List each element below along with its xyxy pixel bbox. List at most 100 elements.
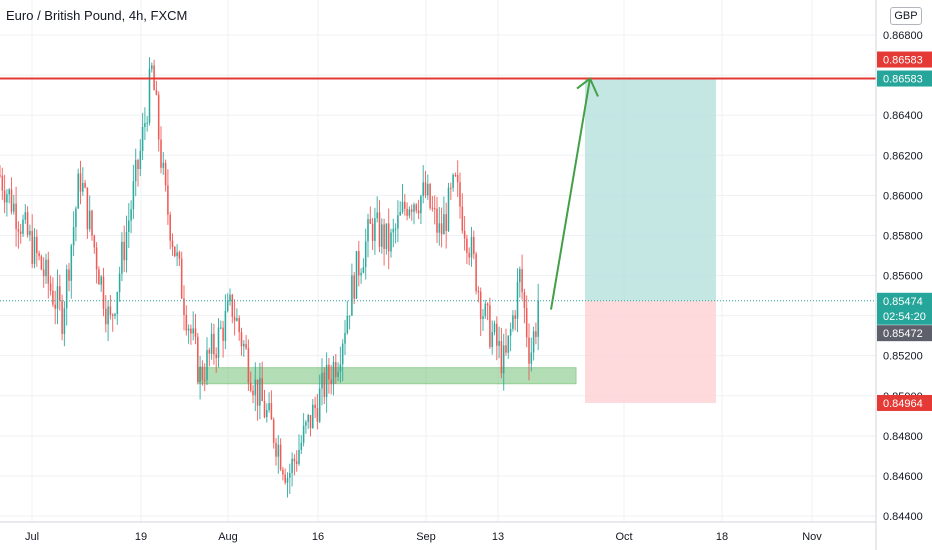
y-tick-2: 0.86400 xyxy=(883,110,923,122)
candle-148 xyxy=(339,346,342,383)
candle-220 xyxy=(505,328,507,356)
y-tick-3: 0.86200 xyxy=(883,150,923,162)
target-zone[interactable] xyxy=(585,78,716,301)
y-axis-ticks[interactable]: 0.868000.866000.864000.862000.860000.858… xyxy=(883,30,923,523)
candle-189 xyxy=(433,195,436,225)
candle-106 xyxy=(243,340,245,357)
x-axis-ticks[interactable]: Jul 19 Aug 16 Sep 13 Oct 18 Nov xyxy=(25,531,822,543)
candle-95 xyxy=(217,318,220,368)
candle-174 xyxy=(399,201,401,216)
candle-234 xyxy=(537,283,539,351)
candle-90 xyxy=(206,337,208,385)
candle-113 xyxy=(259,362,261,420)
candle-194 xyxy=(445,202,447,249)
projection-arrow[interactable] xyxy=(550,76,599,310)
candle-72 xyxy=(164,159,167,192)
candle-227 xyxy=(521,254,523,300)
candle-118 xyxy=(270,390,273,420)
candle-18 xyxy=(40,254,43,271)
candle-82 xyxy=(187,324,190,344)
candle-233 xyxy=(535,322,537,345)
candle-51 xyxy=(116,291,119,325)
candle-221 xyxy=(507,335,510,359)
candle-24 xyxy=(54,290,56,325)
candle-177 xyxy=(406,202,408,221)
candle-131 xyxy=(300,435,303,455)
candle-58 xyxy=(132,164,135,220)
candle-70 xyxy=(160,126,162,174)
candle-42 xyxy=(95,242,98,284)
stop-zone[interactable] xyxy=(585,300,716,403)
candle-219 xyxy=(502,333,505,391)
candle-192 xyxy=(440,207,443,248)
candle-37 xyxy=(84,179,86,189)
candle-162 xyxy=(371,217,374,251)
candle-123 xyxy=(282,466,284,481)
candle-19 xyxy=(42,257,45,288)
candle-169 xyxy=(387,208,390,270)
candle-158 xyxy=(362,258,365,274)
candle-196 xyxy=(450,182,452,200)
candle-91 xyxy=(208,347,211,367)
candle-7 xyxy=(15,186,17,247)
candle-206 xyxy=(473,230,475,260)
candle-130 xyxy=(298,434,300,466)
candle-202 xyxy=(463,216,466,251)
candle-141 xyxy=(323,367,326,405)
candle-198 xyxy=(454,172,457,178)
candle-214 xyxy=(491,320,493,355)
candle-116 xyxy=(266,403,268,423)
candle-40 xyxy=(91,209,93,241)
candle-152 xyxy=(348,315,351,330)
candle-175 xyxy=(401,184,404,214)
resistance-tag: 0.86583 xyxy=(877,51,932,68)
x-tick-6: Oct xyxy=(615,531,632,543)
candle-44 xyxy=(100,275,102,292)
candle-87 xyxy=(199,355,201,400)
candle-211 xyxy=(484,299,487,319)
candle-188 xyxy=(431,195,434,212)
candle-20 xyxy=(45,253,47,285)
candle-73 xyxy=(167,169,169,225)
x-tick-7: 18 xyxy=(716,531,728,543)
candle-186 xyxy=(427,174,429,200)
candle-126 xyxy=(289,463,291,494)
candle-104 xyxy=(238,315,240,341)
candle-68 xyxy=(155,80,158,96)
candle-144 xyxy=(330,365,332,395)
candle-120 xyxy=(275,438,277,466)
candle-213 xyxy=(489,297,491,350)
candle-199 xyxy=(456,160,459,197)
candle-35 xyxy=(79,160,82,205)
candle-225 xyxy=(516,268,519,333)
position-zones xyxy=(198,78,716,403)
candle-2 xyxy=(3,174,6,214)
candle-217 xyxy=(498,326,500,359)
candle-17 xyxy=(38,250,40,261)
candle-137 xyxy=(314,396,316,419)
candle-184 xyxy=(422,165,424,204)
candle-157 xyxy=(360,268,362,284)
candle-14 xyxy=(31,214,33,269)
candle-122 xyxy=(279,438,282,472)
candle-163 xyxy=(374,207,376,255)
candle-27 xyxy=(61,294,63,341)
candle-1 xyxy=(1,167,4,200)
support-zone[interactable] xyxy=(198,367,577,385)
candle-28 xyxy=(63,301,66,347)
y-tick-8: 0.85200 xyxy=(883,351,923,363)
y-tick-4: 0.86000 xyxy=(883,190,923,202)
candle-49 xyxy=(111,313,114,332)
candle-111 xyxy=(254,362,257,412)
candle-102 xyxy=(233,299,236,336)
candle-160 xyxy=(367,213,369,258)
y-tick-5: 0.85800 xyxy=(883,230,923,242)
currency-button[interactable]: GBP xyxy=(890,7,922,25)
candle-59 xyxy=(134,148,137,197)
candle-191 xyxy=(438,206,441,246)
candle-185 xyxy=(424,170,427,199)
candle-105 xyxy=(240,327,243,356)
candle-180 xyxy=(413,202,415,225)
candle-54 xyxy=(123,225,125,273)
